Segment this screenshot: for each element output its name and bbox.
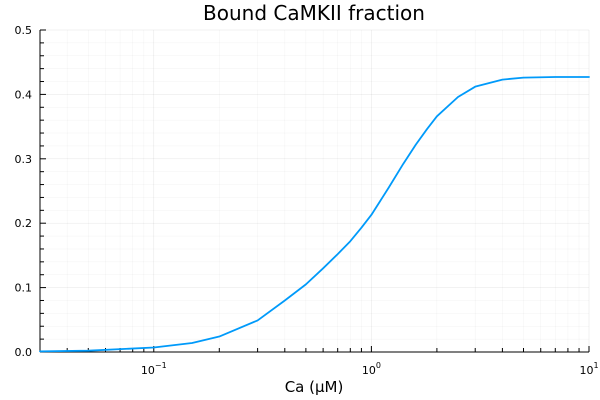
y-tick-label: 0.1	[15, 282, 33, 295]
y-tick-label: 0.3	[15, 153, 33, 166]
x-tick-label: 100	[362, 361, 381, 377]
x-axis-title: Ca (μM)	[285, 378, 344, 396]
axes	[39, 29, 590, 353]
x-tick-label: 10−1	[141, 361, 167, 377]
series-group	[39, 76, 590, 353]
x-tick-label: 101	[579, 361, 598, 377]
y-tick-label: 0.5	[15, 24, 33, 37]
y-tick-label: 0.0	[15, 346, 33, 359]
series-line	[39, 76, 590, 353]
y-tick-label: 0.4	[15, 88, 33, 101]
chart-title: Bound CaMKII fraction	[203, 1, 425, 25]
y-tick-label: 0.2	[15, 217, 33, 230]
tick-labels: 10−1 100 101 0.0 0.1 0.2 0.3 0.4 0.5	[15, 24, 599, 377]
